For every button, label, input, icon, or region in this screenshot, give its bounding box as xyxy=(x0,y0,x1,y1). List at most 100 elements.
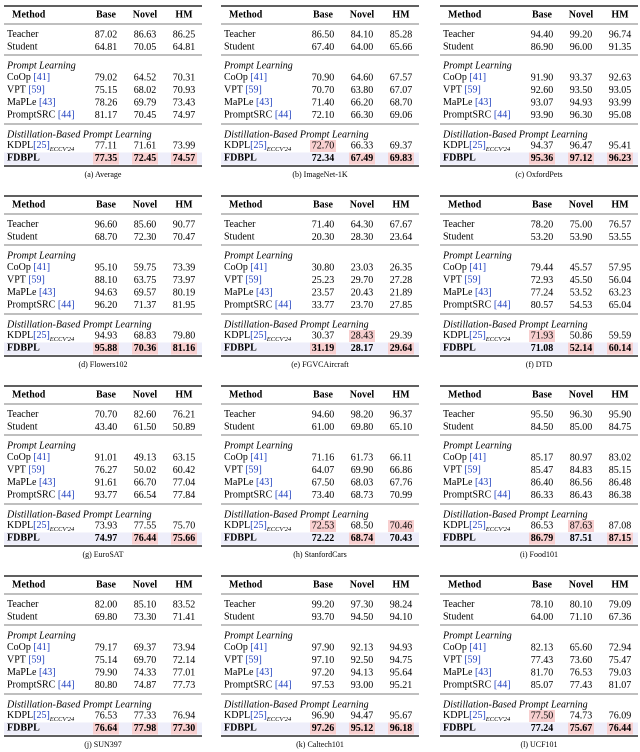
cell-value: 91.90 xyxy=(531,72,554,83)
caption: (g) EuroSAT xyxy=(82,550,123,559)
method: FDBPL xyxy=(443,533,476,544)
cell-value: 76.53 xyxy=(570,667,593,678)
citation: [41] xyxy=(250,642,267,653)
method: KDPL xyxy=(224,330,250,341)
cell-value: 28.17 xyxy=(351,343,374,354)
column-header: Base xyxy=(313,579,334,590)
method: Teacher xyxy=(7,29,39,40)
cell-value: 67.57 xyxy=(390,72,413,83)
citation: [59] xyxy=(245,275,262,286)
column-header: Method xyxy=(229,389,263,400)
column-header: Novel xyxy=(133,389,158,400)
cell-value: 73.43 xyxy=(173,97,196,108)
cell-highlight xyxy=(529,152,555,165)
cell-value: 97.10 xyxy=(312,655,335,666)
section-label: Distillation-Based Prompt Learning xyxy=(6,129,152,140)
citation: [25] xyxy=(469,520,486,531)
method-name: CoOp [41] xyxy=(7,642,50,653)
cell-highlight xyxy=(132,152,158,165)
cell-value: 70.46 xyxy=(390,520,413,531)
cell-highlight xyxy=(310,140,336,152)
cell-highlight xyxy=(529,710,555,722)
citation: [25] xyxy=(469,710,486,721)
method: FDBPL xyxy=(7,343,40,354)
citation: [25] xyxy=(250,710,267,721)
caption: (k) Caltech101 xyxy=(296,740,344,749)
cell-highlight xyxy=(607,722,633,735)
method-name: FDBPL xyxy=(443,153,476,164)
cell-value: 94.75 xyxy=(390,655,413,666)
cell-value: 72.93 xyxy=(531,275,554,286)
cell-value: 77.73 xyxy=(173,680,196,691)
method: VPT xyxy=(443,465,462,476)
subscript: ECCV'24 xyxy=(485,146,511,153)
cell-value: 88.10 xyxy=(95,275,118,286)
citation: [25] xyxy=(250,330,267,341)
method: PromptSRC xyxy=(7,680,56,691)
cell-value: 95.08 xyxy=(609,110,632,121)
cell-value: 64.30 xyxy=(351,219,374,230)
cell-value: 66.30 xyxy=(351,110,374,121)
method: KDPL xyxy=(224,710,250,721)
method-name: KDPL[25]ECCV'24 xyxy=(7,330,75,343)
citation: [41] xyxy=(33,72,50,83)
method-name: Student xyxy=(443,422,474,433)
cell-value: 86.53 xyxy=(531,520,554,531)
method-name: VPT [59] xyxy=(7,85,45,96)
cell-value: 63.80 xyxy=(351,85,374,96)
method: KDPL xyxy=(7,330,33,341)
cell-value: 87.63 xyxy=(570,520,593,531)
method: Teacher xyxy=(443,29,475,40)
cell-value: 67.50 xyxy=(312,477,335,488)
cell-value: 59.59 xyxy=(609,330,632,341)
cell-value: 72.22 xyxy=(312,533,335,544)
method-name: Teacher xyxy=(443,599,475,610)
method: CoOp xyxy=(7,452,31,463)
cell-value: 65.66 xyxy=(390,42,413,53)
cell-highlight xyxy=(349,722,375,735)
citation: [59] xyxy=(464,655,481,666)
citation: [43] xyxy=(39,287,56,298)
method-name: PromptSRC [44] xyxy=(224,680,292,691)
method: PromptSRC xyxy=(443,490,492,501)
method: Student xyxy=(443,42,474,53)
cell-value: 86.25 xyxy=(173,29,196,40)
method-name: PromptSRC [44] xyxy=(443,490,511,501)
cell-value: 70.93 xyxy=(173,85,196,96)
cell-value: 52.14 xyxy=(570,343,593,354)
column-header: Novel xyxy=(133,9,158,20)
cell-highlight xyxy=(93,342,119,355)
cell-value: 77.43 xyxy=(570,680,593,691)
table: Method Base Novel HM Prompt Learning Distilla… xyxy=(221,575,419,749)
section-label: Distillation-Based Prompt Learning xyxy=(6,509,152,520)
cell-value: 45.50 xyxy=(570,275,593,286)
method: FDBPL xyxy=(224,723,257,734)
method: KDPL xyxy=(224,140,250,151)
cell-value: 67.49 xyxy=(351,153,374,164)
method-name: MaPLe [43] xyxy=(7,97,56,108)
cell-value: 50.02 xyxy=(134,465,157,476)
method: Student xyxy=(7,422,38,433)
cell-value: 71.41 xyxy=(173,612,196,623)
cell-value: 72.30 xyxy=(134,232,157,243)
citation: [41] xyxy=(33,452,50,463)
section-label: Distillation-Based Prompt Learning xyxy=(223,509,369,520)
cell-value: 75.14 xyxy=(95,655,118,666)
cell-highlight xyxy=(93,722,119,735)
cell-value: 86.56 xyxy=(570,477,593,488)
cell-value: 97.26 xyxy=(312,723,335,734)
method-name: FDBPL xyxy=(224,153,257,164)
section-label: Distillation-Based Prompt Learning xyxy=(442,319,588,330)
cell-value: 85.28 xyxy=(390,29,413,40)
cell-value: 67.36 xyxy=(609,612,632,623)
cell-value: 73.97 xyxy=(173,275,196,286)
cell-value: 95.10 xyxy=(95,262,118,273)
method-name: CoOp [41] xyxy=(224,262,267,273)
cell-value: 79.90 xyxy=(95,667,118,678)
cell-value: 86.63 xyxy=(134,29,157,40)
method: VPT xyxy=(443,655,462,666)
method-name: VPT [59] xyxy=(443,655,481,666)
method: KDPL xyxy=(7,520,33,531)
method-name: KDPL[25]ECCV'24 xyxy=(443,710,511,723)
subscript: ECCV'24 xyxy=(49,336,75,343)
